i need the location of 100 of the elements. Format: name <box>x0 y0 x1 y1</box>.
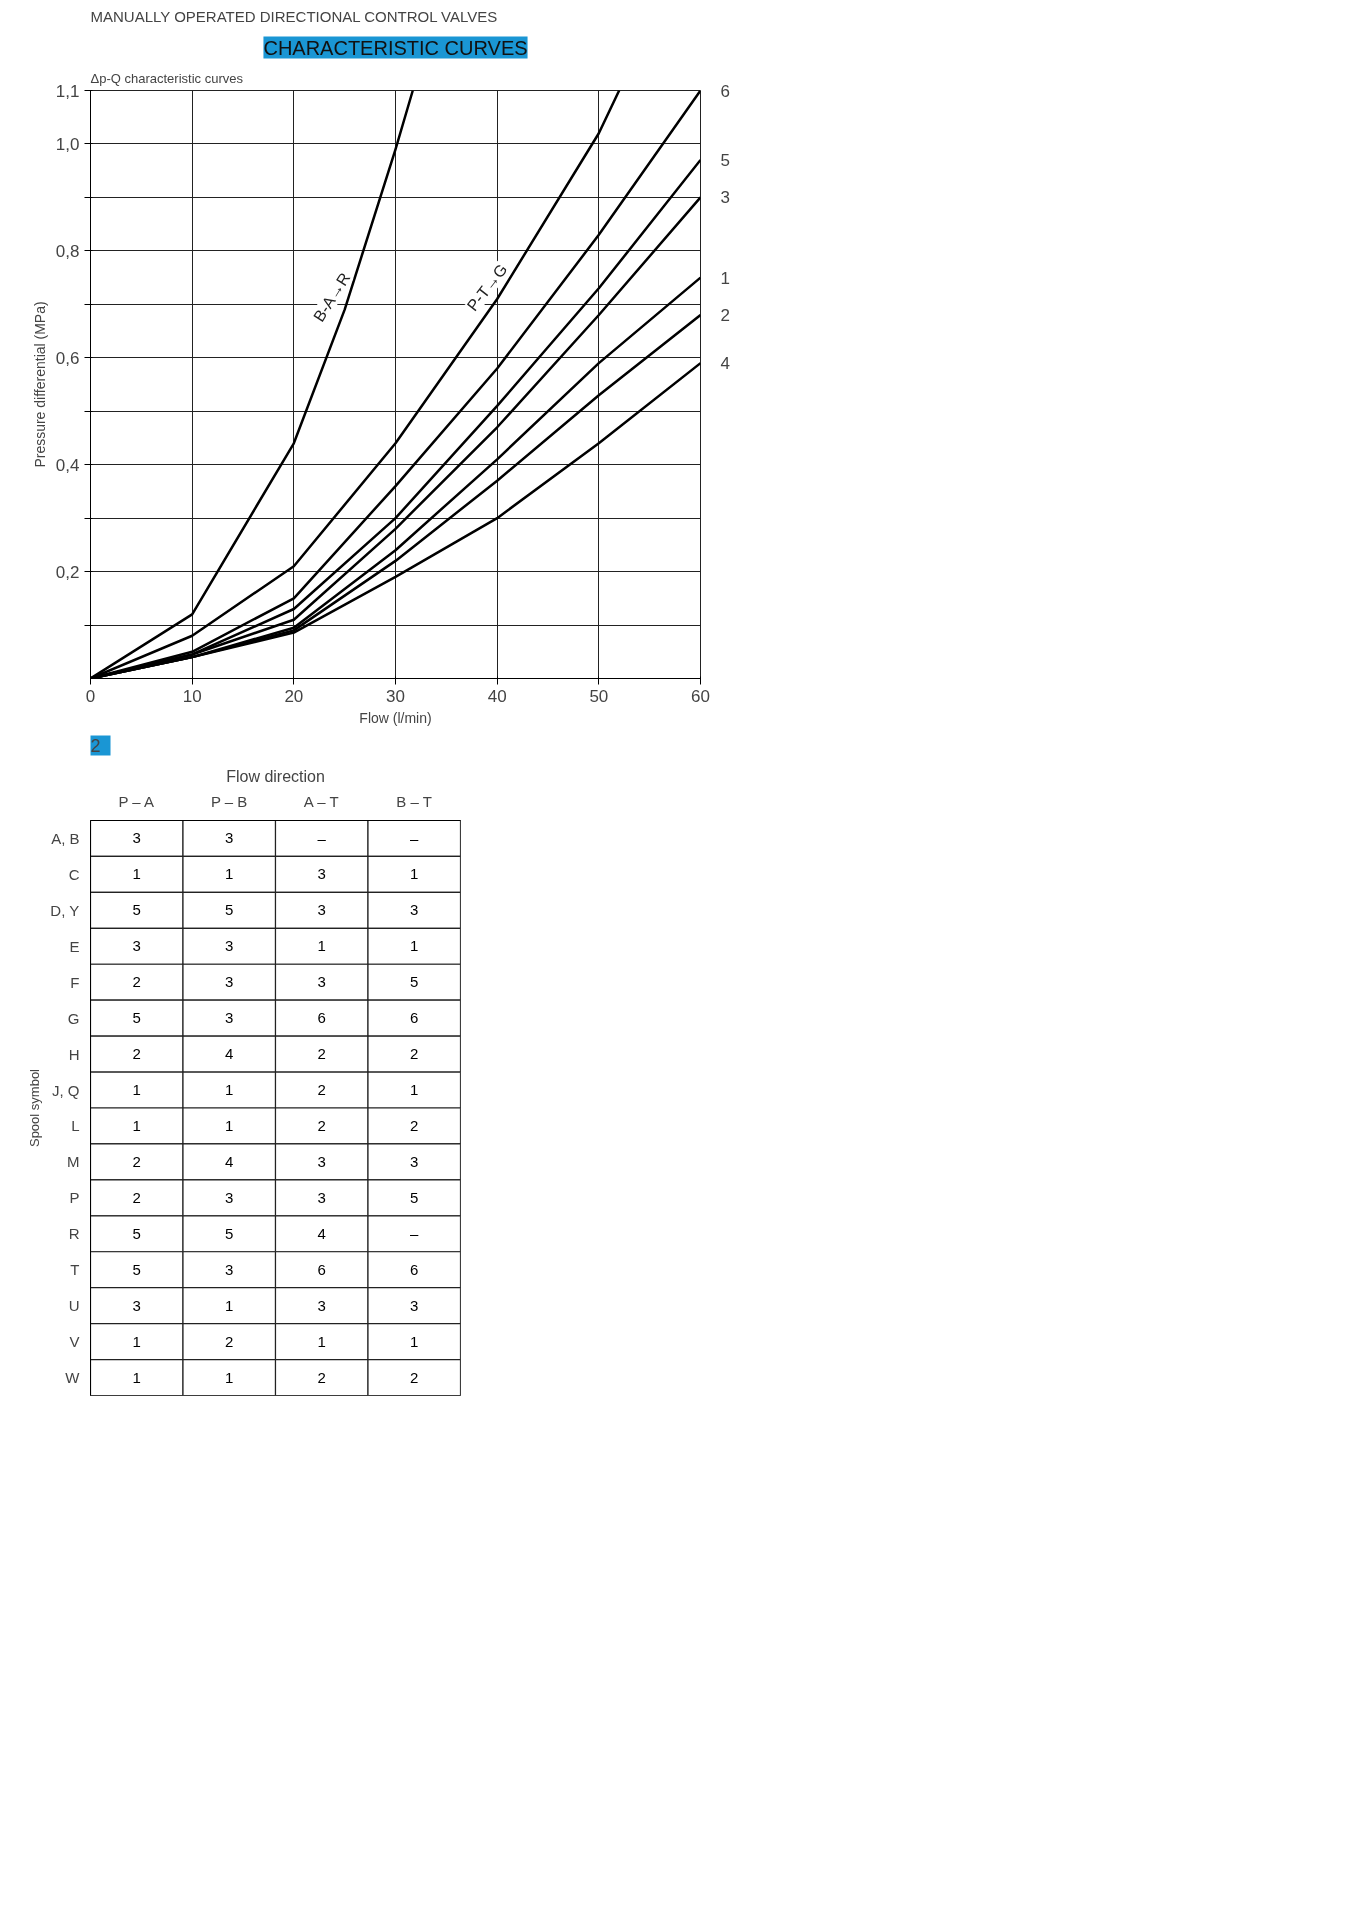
text: MANUALLY OPERATED DIRECTIONAL CONTROL VALVES <box>90 7 498 25</box>
data-label: 2 <box>317 1081 326 1099</box>
series-label: 5 <box>720 150 730 170</box>
data-label: 1 <box>132 865 141 883</box>
series-label: 6 <box>720 81 730 101</box>
x-tick-label: 60 <box>691 686 710 706</box>
y-tick-label: R <box>68 1225 80 1243</box>
series-label: 1 <box>720 268 730 288</box>
x-tick-label: 50 <box>589 686 609 706</box>
data-label: 5 <box>132 901 141 919</box>
text: – <box>317 829 326 847</box>
data-label: 1 <box>132 1332 141 1350</box>
data-label: 3 <box>317 865 326 883</box>
y-tick-label: P <box>69 1189 80 1207</box>
x-tick-label: 0 <box>85 686 96 706</box>
data-label: 3 <box>132 829 141 847</box>
data-label: 5 <box>225 1224 234 1242</box>
data-label: 2 <box>132 1045 141 1063</box>
y-tick-label: A, B <box>51 829 80 847</box>
data-label: 2 <box>225 1332 234 1350</box>
series-label: 3 <box>720 188 730 208</box>
data-label: 1 <box>225 1368 234 1386</box>
data-label: 3 <box>410 901 419 919</box>
y-tick-label: 0,2 <box>55 562 80 582</box>
data-label: 2 <box>317 1045 326 1063</box>
data-label: 5 <box>132 1260 141 1278</box>
data-label: 3 <box>317 1296 326 1314</box>
y-tick-label: H <box>68 1045 80 1063</box>
data-label: 3 <box>225 1260 234 1278</box>
data-label: 3 <box>410 1296 419 1314</box>
data-label: 1 <box>317 937 326 955</box>
y-tick-label: J, Q <box>52 1081 80 1099</box>
text: – <box>410 1225 419 1243</box>
data-label: 5 <box>410 1188 419 1206</box>
chart-title: Flow direction <box>226 767 325 785</box>
data-label: 1 <box>225 1116 234 1134</box>
y-tick-label: 0,8 <box>55 241 80 261</box>
data-label: 3 <box>132 1296 141 1314</box>
x-tick-label: B – T <box>396 792 432 810</box>
y-tick-label: E <box>69 937 80 955</box>
data-label: 2 <box>317 1368 326 1386</box>
data-label: 1 <box>225 1296 234 1314</box>
x-tick-label: P – B <box>210 792 248 810</box>
data-label: 1 <box>410 1081 419 1099</box>
data-label: 1 <box>132 1081 141 1099</box>
data-label: 3 <box>317 1188 326 1206</box>
x-tick-label: 20 <box>284 686 304 706</box>
data-label: 3 <box>132 937 141 955</box>
y-tick-label: F <box>70 973 80 991</box>
data-label: 1 <box>132 1368 141 1386</box>
data-label: 3 <box>225 829 234 847</box>
data-label: 2 <box>410 1116 419 1134</box>
chart-title: CHARACTERISTIC CURVES <box>263 36 528 59</box>
data-label: 3 <box>225 1188 234 1206</box>
data-label: 6 <box>410 1260 419 1278</box>
x-tick-label: 30 <box>386 686 405 706</box>
y-tick-label: T <box>70 1261 80 1279</box>
y-tick-label: 1,1 <box>55 81 80 101</box>
data-label: 6 <box>317 1260 326 1278</box>
y-tick-label: 1,0 <box>55 134 80 154</box>
data-label: 1 <box>410 865 419 883</box>
data-label: 5 <box>132 1009 141 1027</box>
y-tick-label: G <box>67 1009 80 1027</box>
data-label: 2 <box>132 973 141 991</box>
x-axis-title: Flow (l/min) <box>359 709 432 726</box>
y-tick-label: W <box>65 1369 81 1387</box>
data-label: 1 <box>225 1081 234 1099</box>
data-label: 1 <box>225 865 234 883</box>
series-label: 2 <box>720 306 730 326</box>
data-label: 5 <box>410 973 419 991</box>
data-label: 1 <box>317 1332 326 1350</box>
x-tick-label: A – T <box>303 792 339 810</box>
y-tick-label: D, Y <box>50 901 80 919</box>
data-label: 3 <box>225 937 234 955</box>
text: 2 <box>90 735 101 756</box>
y-axis-title: Pressure differential (MPa) <box>31 301 48 468</box>
y-tick-label: M <box>67 1153 80 1171</box>
data-label: 3 <box>225 1009 234 1027</box>
y-tick-label: L <box>71 1117 80 1135</box>
data-label: 2 <box>410 1368 419 1386</box>
data-label: 5 <box>132 1224 141 1242</box>
data-label: 2 <box>132 1188 141 1206</box>
y-tick-label: U <box>68 1297 80 1315</box>
data-label: 1 <box>410 937 419 955</box>
data-label: 3 <box>317 973 326 991</box>
chart-subtitle: Δp-Q characteristic curves <box>90 70 244 86</box>
data-label: 1 <box>132 1116 141 1134</box>
data-label: 3 <box>317 1152 326 1170</box>
y-tick-label: 0,4 <box>55 455 80 475</box>
y-axis-title: Spool symbol <box>27 1068 43 1148</box>
data-label: 3 <box>410 1152 419 1170</box>
data-label: 3 <box>317 901 326 919</box>
data-label: 1 <box>410 1332 419 1350</box>
data-label: 4 <box>225 1045 234 1063</box>
series-label: 4 <box>720 354 730 374</box>
data-label: 2 <box>317 1116 326 1134</box>
data-label: 4 <box>317 1224 326 1242</box>
text: – <box>410 829 419 847</box>
data-label: 2 <box>132 1152 141 1170</box>
y-tick-label: V <box>69 1333 80 1351</box>
